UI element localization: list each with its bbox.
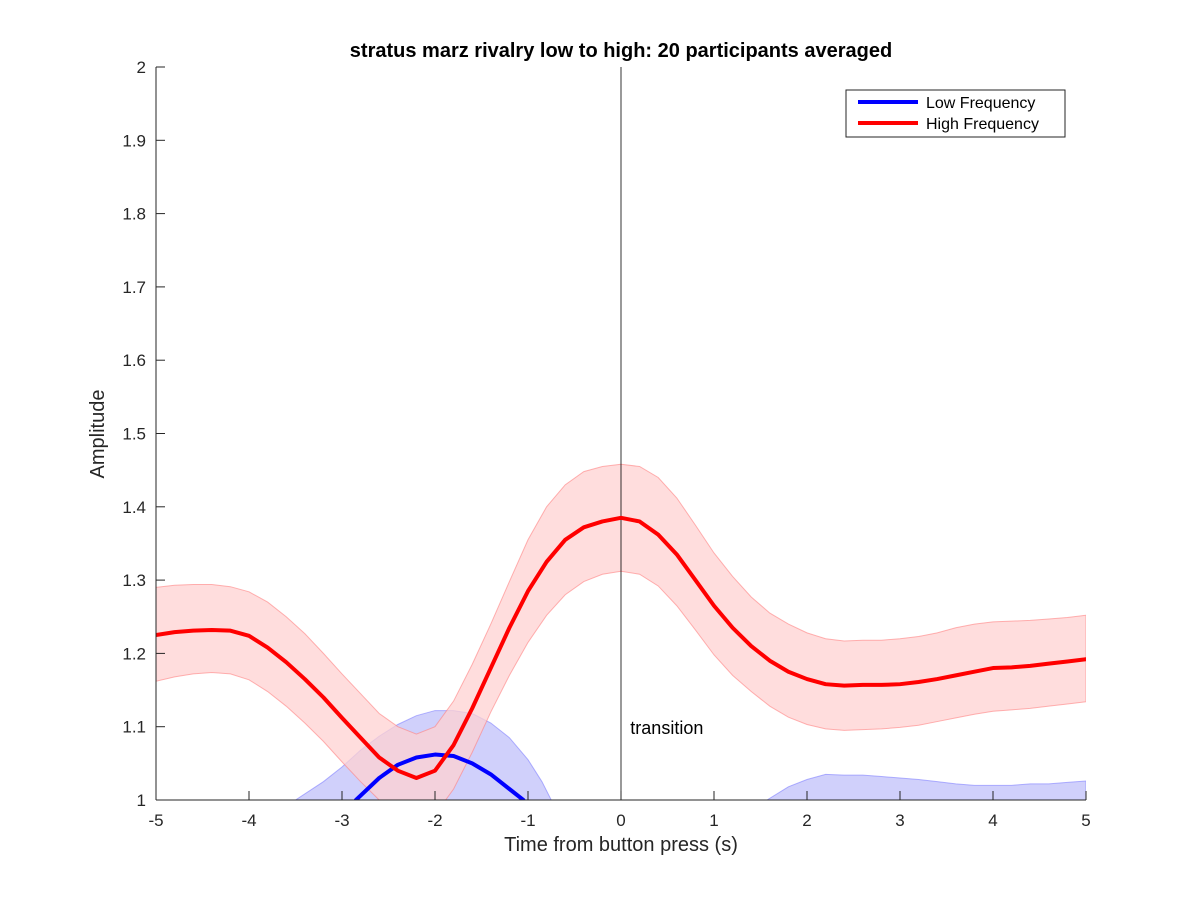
high-frequency-line bbox=[156, 515, 1086, 781]
y-tick-label: 1.9 bbox=[122, 131, 146, 150]
x-tick-label: 3 bbox=[895, 811, 904, 830]
high-frequency-band bbox=[156, 463, 1086, 800]
x-tick-label: -2 bbox=[427, 811, 442, 830]
plot-area bbox=[156, 67, 1086, 800]
y-tick-label: 1.8 bbox=[122, 205, 146, 224]
y-tick-label: 1.3 bbox=[122, 571, 146, 590]
x-tick-label: 2 bbox=[802, 811, 811, 830]
y-tick-label: 1.7 bbox=[122, 278, 146, 297]
x-tick-label: -1 bbox=[520, 811, 535, 830]
legend-label: High Frequency bbox=[926, 116, 1039, 133]
x-tick-label: 1 bbox=[709, 811, 718, 830]
x-axis-label: Time from button press (s) bbox=[504, 834, 738, 856]
y-tick-label: 2 bbox=[137, 58, 146, 77]
low-frequency-band-right bbox=[766, 773, 1086, 800]
transition-annotation: transition bbox=[630, 718, 703, 738]
y-axis-label: Amplitude bbox=[87, 390, 109, 479]
y-tick-label: 1.1 bbox=[122, 718, 146, 737]
y-tick-label: 1.6 bbox=[122, 351, 146, 370]
x-tick-label: 4 bbox=[988, 811, 997, 830]
legend: Low Frequency High Frequency bbox=[845, 89, 1066, 138]
y-tick-label: 1 bbox=[137, 791, 146, 810]
x-tick-label: -3 bbox=[334, 811, 349, 830]
y-tick-label: 1.4 bbox=[122, 498, 146, 517]
x-tick-label: -4 bbox=[241, 811, 256, 830]
legend-box bbox=[845, 89, 1066, 138]
legend-label: Low Frequency bbox=[926, 95, 1035, 112]
chart-title: stratus marz rivalry low to high: 20 par… bbox=[350, 40, 892, 62]
x-tick-label: 0 bbox=[616, 811, 625, 830]
x-tick-label: 5 bbox=[1081, 811, 1090, 830]
y-tick-label: 1.2 bbox=[122, 644, 146, 663]
axes: transition -5 -4 -3 -2 -1 0 1 2 3 4 5 1 1.1 1.2 1.3 1.4 1… bbox=[122, 58, 1090, 830]
x-tick-label: -5 bbox=[148, 811, 163, 830]
y-tick-label: 1.5 bbox=[122, 425, 146, 444]
